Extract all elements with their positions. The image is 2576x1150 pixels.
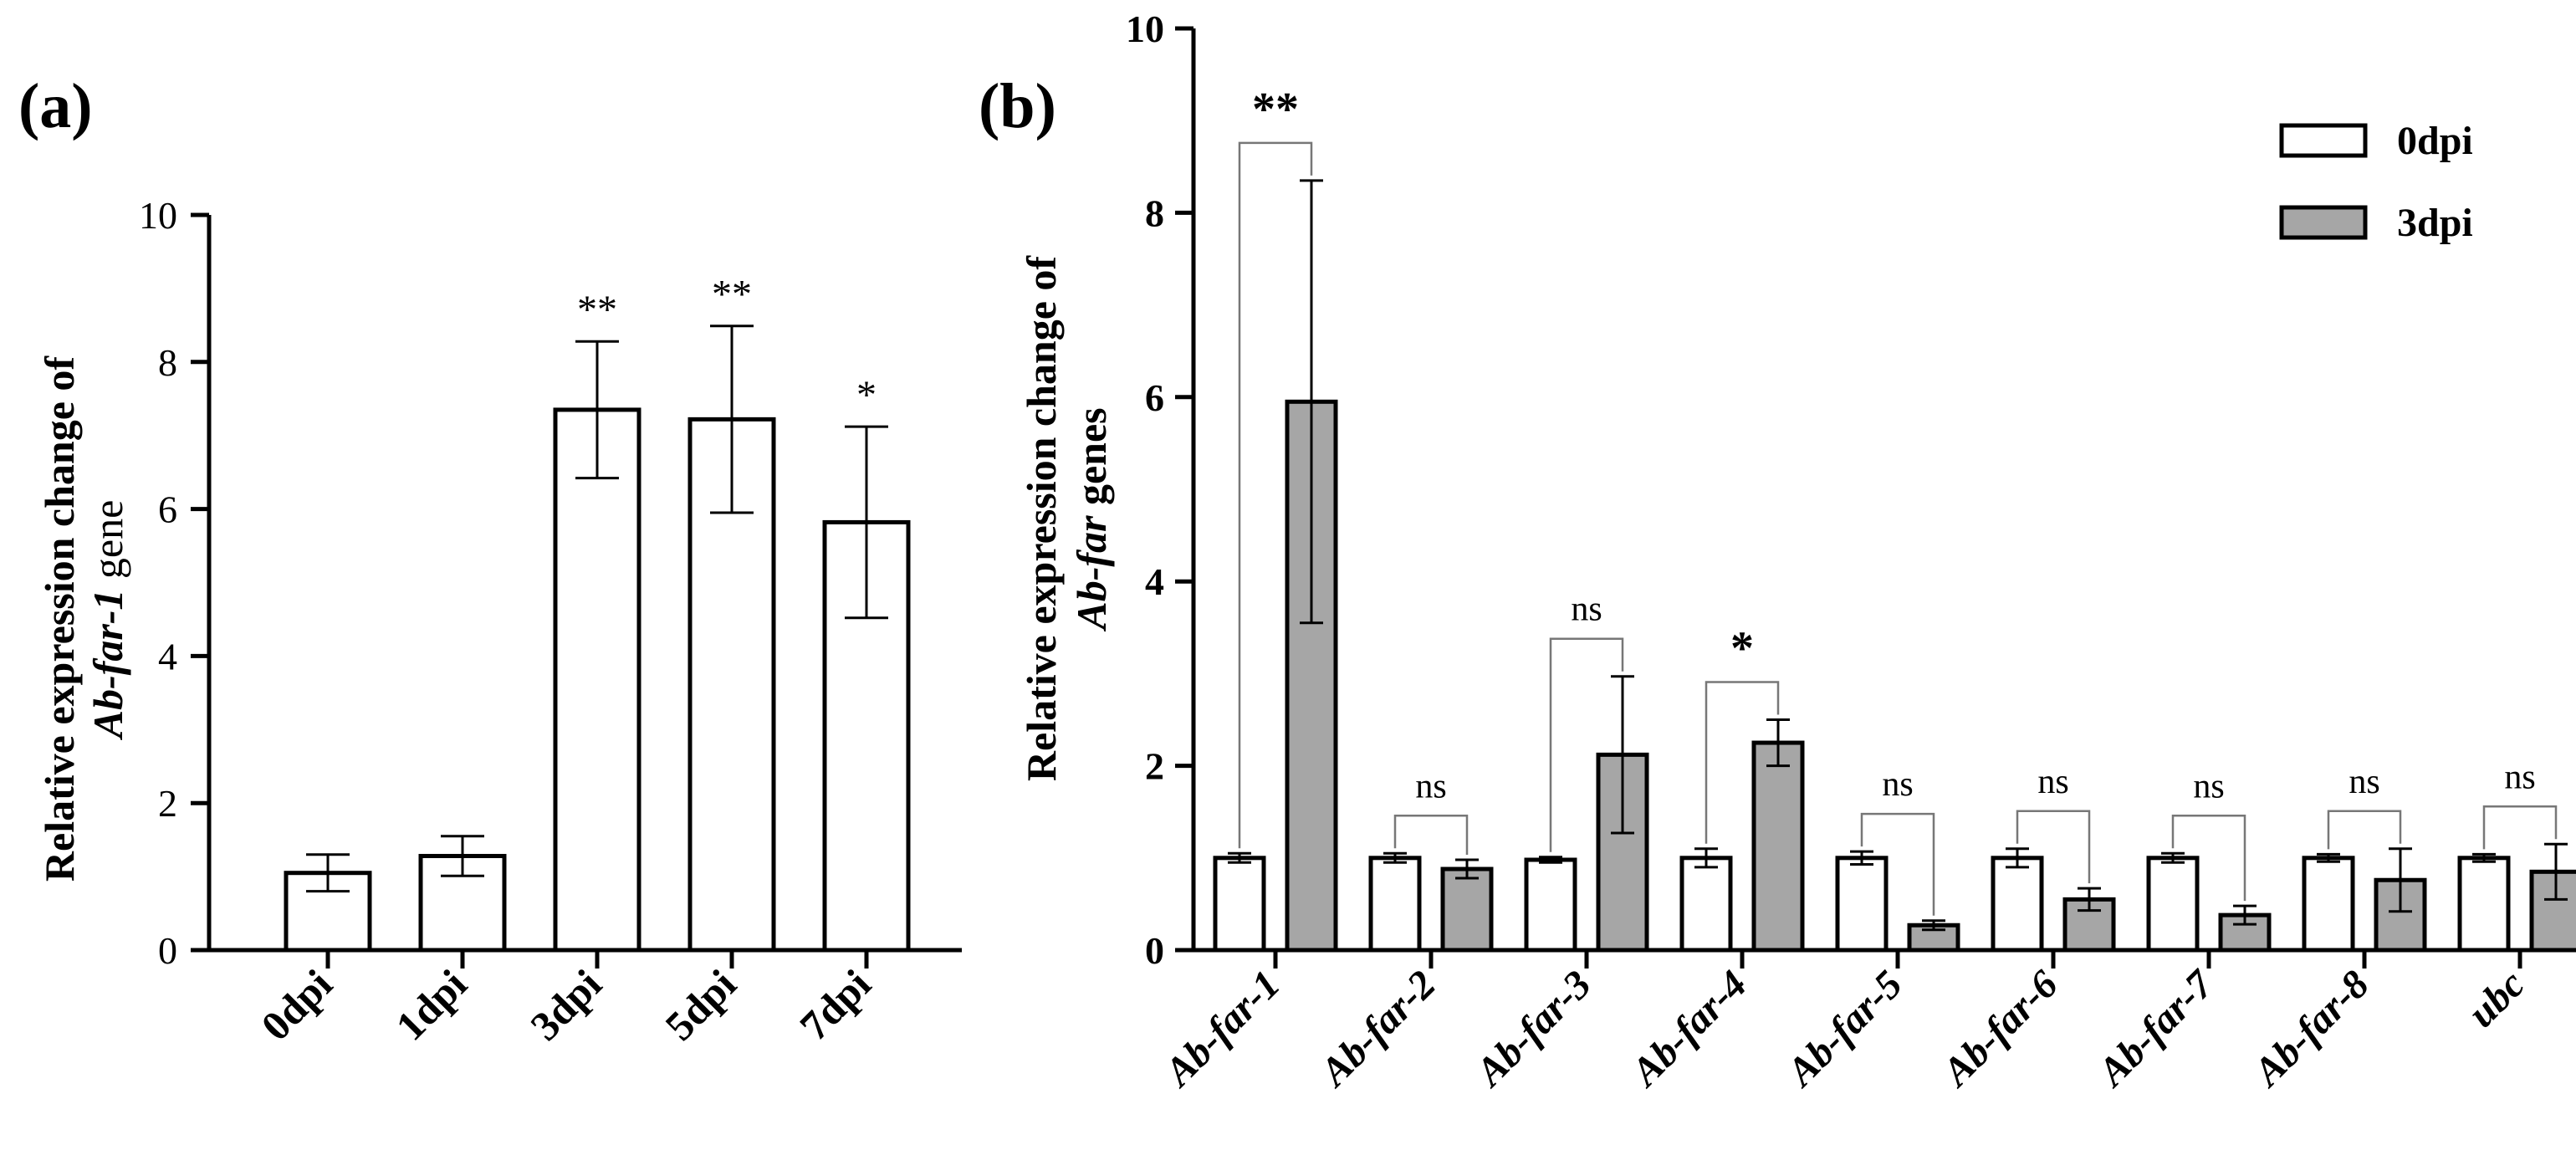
panel-b-bracket-ab-far-7 xyxy=(2171,815,2246,902)
panel-b-y-tick-label-10: 10 xyxy=(1126,8,1164,50)
panel-b-bar-ab-far-2-0dpi xyxy=(1368,856,1422,953)
panel-b-x-tick-label-ubc: ubc xyxy=(2459,962,2533,1035)
panel-b-y-tick-label-8: 8 xyxy=(1145,192,1164,234)
panel-a-bar-3dpi xyxy=(553,407,641,953)
panel-b-bracket-ab-far-1 xyxy=(1238,141,1313,849)
panel-a-y-axis-title: Relative expression change of xyxy=(36,355,83,882)
panel-b-bar-ubc-0dpi xyxy=(2457,856,2511,953)
panel-a-x-tick-label-5dpi: 5dpi xyxy=(656,960,745,1050)
panel-b-bar-ab-far-4-3dpi xyxy=(1751,740,1805,953)
panel-b-x-tick-label-ab-far-2: Ab-far-2 xyxy=(1311,962,1444,1096)
panel-b-bar-ab-far-2-3dpi xyxy=(1440,866,1494,953)
panel-b-y-axis-title-suffix: genes xyxy=(1068,407,1115,515)
panel-a-x-tick-label-0dpi: 0dpi xyxy=(252,960,341,1050)
panel-b-bars xyxy=(1213,179,2576,953)
panel-b-y-axis: 0 2 4 6 8 10 xyxy=(1126,8,1193,972)
panel-b-y-tick-label-0: 0 xyxy=(1145,929,1164,972)
panel-a-y-tick-label-10: 10 xyxy=(139,194,177,237)
legend-label-3dpi: 3dpi xyxy=(2397,201,2473,245)
legend-swatch-0dpi xyxy=(2279,123,2368,158)
panel-b-significance-ab-far-4: * xyxy=(1730,623,1754,675)
panel-b-bracket-ab-far-5 xyxy=(1860,812,1935,916)
panel-b-x-tick-label-ab-far-8: Ab-far-8 xyxy=(2244,962,2378,1096)
panel-b-x-tick-label-ab-far-7: Ab-far-7 xyxy=(2088,961,2224,1096)
panel-b-bar-ab-far-3-0dpi xyxy=(1524,857,1577,953)
panel-b-bar-ab-far-6-0dpi xyxy=(1991,856,2044,953)
panel-a-y-axis: 0 2 4 6 8 10 xyxy=(139,194,209,972)
panel-b-y-tick-label-4: 4 xyxy=(1145,560,1164,603)
panel-a-x-tick-label-3dpi: 3dpi xyxy=(521,960,611,1050)
panel-b-bar-ubc-3dpi xyxy=(2529,869,2576,953)
panel-b-bar-ab-far-5-0dpi xyxy=(1835,856,1889,953)
panel-a-significance-3dpi: ** xyxy=(577,288,617,332)
panel-b-x-tick-label-ab-far-3: Ab-far-3 xyxy=(1466,962,1600,1096)
panel-a-y-tick-label-8: 8 xyxy=(158,341,177,384)
panel-b-y-tick-label-2: 2 xyxy=(1145,745,1164,788)
panel-b-bracket-ab-far-8 xyxy=(2327,810,2402,850)
panel-b-x-axis: Ab-far-1 Ab-far-2 Ab-far-3 Ab-far-4 Ab-far-5… xyxy=(1155,950,2533,1096)
panel-a-significance-5dpi: ** xyxy=(712,273,752,317)
panel-b-y-axis-title-gene: Ab-far xyxy=(1068,515,1115,632)
panel-a-label: (a) xyxy=(18,71,93,141)
panel-b-significance-ab-far-6: ns xyxy=(2037,763,2068,801)
legend-swatch-3dpi xyxy=(2279,205,2368,240)
panel-b-significance-ab-far-2: ns xyxy=(1415,767,1446,805)
panel-a-y-tick-label-0: 0 xyxy=(158,929,177,972)
panel-b-significance-ab-far-1: ** xyxy=(1252,84,1299,135)
panel-b-bracket-ubc xyxy=(2482,805,2558,850)
panel-b-significance-brackets: ** ns ns * ns ns ns ns ns xyxy=(1238,84,2558,916)
panel-a-x-axis: 0dpi 1dpi 3dpi 5dpi 7dpi xyxy=(252,950,880,1050)
panel-a-chart: (a) Relative expression change of Ab-far… xyxy=(18,71,962,1050)
panel-b-significance-ab-far-7: ns xyxy=(2193,767,2224,805)
panel-a-bars: ** *** xyxy=(284,273,911,953)
panel-b-significance-ab-far-3: ns xyxy=(1571,590,1602,629)
panel-a-y-axis-title-line2: Ab-far-1 gene xyxy=(84,500,131,741)
panel-b-bar-ab-far-8-0dpi xyxy=(2302,856,2355,953)
panel-b-bracket-ab-far-4 xyxy=(1705,681,1780,844)
panel-b-chart: (b) Relative expression change of Ab-far… xyxy=(979,8,2576,1096)
panel-a-x-tick-label-1dpi: 1dpi xyxy=(386,960,476,1050)
panel-b-legend: 0dpi 3dpi xyxy=(2279,119,2473,245)
panel-b-x-tick-label-ab-far-5: Ab-far-5 xyxy=(1777,962,1911,1096)
panel-b-bar-ab-far-7-0dpi xyxy=(2146,856,2200,953)
panel-a-y-axis-title-suffix: gene xyxy=(84,500,131,590)
panel-b-x-tick-label-ab-far-1: Ab-far-1 xyxy=(1155,962,1289,1096)
panel-a-y-tick-label-6: 6 xyxy=(158,488,177,531)
panel-b-label: (b) xyxy=(979,71,1056,141)
panel-a-y-tick-label-2: 2 xyxy=(158,782,177,825)
panel-b-bracket-ab-far-2 xyxy=(1393,815,1469,855)
panel-b-x-tick-label-ab-far-6: Ab-far-6 xyxy=(1933,962,2067,1096)
panel-a-significance-7dpi: * xyxy=(856,373,877,417)
panel-b-bar-ab-far-4-0dpi xyxy=(1679,856,1733,953)
panel-b-bracket-ab-far-3 xyxy=(1549,637,1624,852)
panel-b-y-tick-label-6: 6 xyxy=(1145,376,1164,419)
panel-b-y-axis-title: Relative expression change of xyxy=(1018,255,1065,782)
panel-b-significance-ab-far-8: ns xyxy=(2349,763,2379,801)
panel-b-significance-ab-far-5: ns xyxy=(1882,765,1913,804)
legend-label-0dpi: 0dpi xyxy=(2397,119,2473,163)
panel-b-significance-ubc: ns xyxy=(2504,758,2535,796)
panel-a-y-tick-label-4: 4 xyxy=(158,635,177,677)
panel-a-y-axis-title-gene: Ab-far-1 xyxy=(84,590,131,741)
panel-b-x-tick-label-ab-far-4: Ab-far-4 xyxy=(1622,962,1756,1096)
panel-b-y-axis-title-line2: Ab-far genes xyxy=(1068,407,1115,631)
panel-b-bracket-ab-far-6 xyxy=(2016,810,2091,884)
panel-a-x-tick-label-7dpi: 7dpi xyxy=(790,960,880,1050)
panel-b-bar-ab-far-1-0dpi xyxy=(1213,856,1266,953)
